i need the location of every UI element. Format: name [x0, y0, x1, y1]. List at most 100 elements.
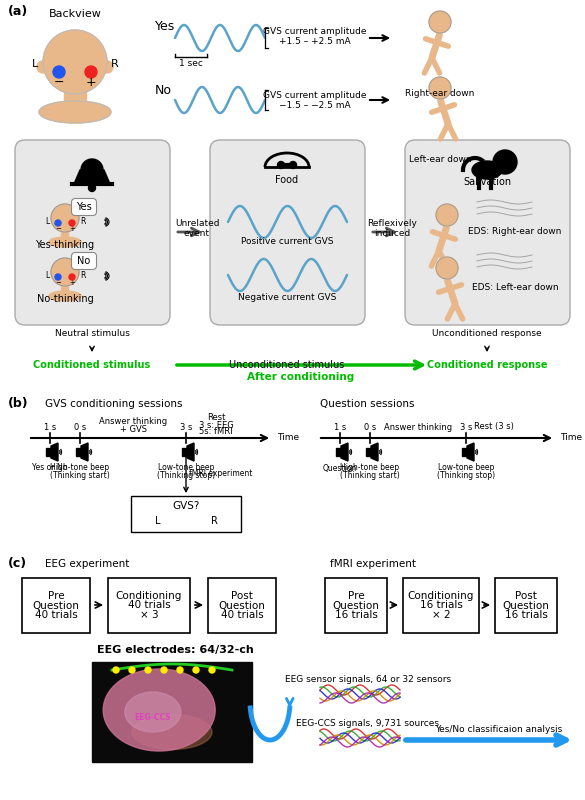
FancyBboxPatch shape	[71, 198, 97, 215]
Ellipse shape	[49, 237, 81, 247]
Text: 40 trials: 40 trials	[221, 610, 263, 620]
Text: Bell: Bell	[83, 174, 101, 184]
Text: Question: Question	[219, 601, 266, 610]
Text: Pre: Pre	[48, 591, 64, 601]
Text: Rest: Rest	[207, 414, 225, 422]
Circle shape	[429, 77, 451, 99]
Text: Yes/No classificaion analysis: Yes/No classificaion analysis	[435, 726, 563, 734]
Text: induced: induced	[374, 230, 410, 238]
Text: −: −	[54, 75, 64, 89]
Text: No: No	[155, 83, 172, 97]
Text: 40 trials: 40 trials	[128, 601, 170, 610]
Polygon shape	[341, 443, 348, 461]
Text: Question: Question	[332, 601, 380, 610]
Polygon shape	[187, 443, 194, 461]
Circle shape	[161, 667, 167, 673]
Text: +1.5 – +2.5 mA: +1.5 – +2.5 mA	[279, 38, 351, 46]
Text: 16 trials: 16 trials	[419, 601, 462, 610]
Text: Answer thinking: Answer thinking	[384, 422, 452, 431]
Text: Post: Post	[231, 591, 253, 601]
FancyBboxPatch shape	[15, 140, 170, 325]
Ellipse shape	[49, 291, 81, 301]
Circle shape	[43, 30, 107, 94]
Circle shape	[85, 66, 97, 78]
Text: Unrelated: Unrelated	[175, 219, 219, 229]
Ellipse shape	[103, 669, 215, 751]
Text: EEG sensor signals, 64 or 32 sensors: EEG sensor signals, 64 or 32 sensors	[285, 675, 451, 685]
Text: 3 s: 3 s	[460, 422, 472, 431]
Text: R: R	[211, 516, 218, 526]
Text: Unconditioned stimulus: Unconditioned stimulus	[229, 360, 345, 370]
Text: × 2: × 2	[432, 610, 450, 620]
Text: 16 trials: 16 trials	[335, 610, 377, 620]
Text: High-tone beep: High-tone beep	[50, 463, 109, 473]
Text: Post: Post	[515, 591, 537, 601]
Text: Conditioning: Conditioning	[116, 591, 182, 601]
Text: GVS?: GVS?	[173, 501, 199, 511]
Text: Conditioned stimulus: Conditioned stimulus	[33, 360, 150, 370]
Bar	[325, 578, 387, 633]
Text: +: +	[69, 280, 75, 286]
Ellipse shape	[125, 692, 181, 732]
Text: Question sessions: Question sessions	[320, 399, 415, 409]
Bar	[208, 578, 276, 633]
Text: 1 s: 1 s	[334, 422, 346, 431]
Text: EDS: Right-ear down: EDS: Right-ear down	[469, 227, 562, 237]
Text: L: L	[45, 218, 49, 226]
Text: Yes-thinking: Yes-thinking	[36, 240, 95, 250]
Circle shape	[37, 61, 49, 73]
Bar	[131, 496, 241, 532]
Bar	[182, 448, 187, 456]
Circle shape	[113, 667, 119, 673]
Text: High-tone beep: High-tone beep	[340, 463, 400, 473]
FancyBboxPatch shape	[405, 140, 570, 325]
Text: 16 trials: 16 trials	[504, 610, 548, 620]
Bar	[366, 448, 371, 456]
Text: −: −	[55, 226, 61, 232]
Polygon shape	[467, 443, 474, 461]
Text: Question: Question	[33, 601, 80, 610]
Text: 0 s: 0 s	[364, 422, 376, 431]
Bar	[76, 448, 81, 456]
Text: GVS current amplitude: GVS current amplitude	[263, 27, 367, 37]
Ellipse shape	[472, 161, 502, 179]
Text: Question: Question	[323, 463, 357, 473]
Text: +: +	[85, 75, 97, 89]
Polygon shape	[495, 154, 503, 170]
Text: Left-ear down: Left-ear down	[409, 155, 472, 165]
Circle shape	[436, 204, 458, 226]
Text: Positive current GVS: Positive current GVS	[241, 238, 333, 246]
Text: Question: Question	[503, 601, 549, 610]
Circle shape	[53, 66, 65, 78]
Bar	[108, 578, 190, 633]
Text: R: R	[111, 59, 119, 69]
Text: Time: Time	[560, 434, 582, 442]
Text: GVS conditioning sessions: GVS conditioning sessions	[45, 399, 183, 409]
Polygon shape	[74, 170, 110, 184]
Circle shape	[436, 257, 458, 279]
Text: Time: Time	[277, 434, 299, 442]
Circle shape	[493, 150, 517, 174]
Text: R: R	[80, 271, 85, 281]
Circle shape	[209, 667, 215, 673]
Text: × 3: × 3	[140, 610, 159, 620]
Text: fMRI experiment: fMRI experiment	[190, 469, 253, 478]
Text: 0 s: 0 s	[74, 422, 86, 431]
Bar	[22, 578, 90, 633]
Text: Food: Food	[276, 175, 298, 185]
Circle shape	[101, 61, 113, 73]
Text: (b): (b)	[8, 398, 29, 410]
FancyBboxPatch shape	[210, 140, 365, 325]
Text: Rest (3 s): Rest (3 s)	[474, 422, 514, 431]
Circle shape	[129, 667, 135, 673]
Ellipse shape	[39, 101, 111, 123]
Text: Neutral stimulus: Neutral stimulus	[54, 329, 129, 338]
Text: fMRI experiment: fMRI experiment	[330, 559, 416, 569]
Polygon shape	[371, 443, 378, 461]
Text: +: +	[69, 226, 75, 232]
Ellipse shape	[132, 714, 212, 750]
Text: Negative current GVS: Negative current GVS	[238, 294, 336, 302]
Text: EEG-CCS: EEG-CCS	[135, 713, 171, 722]
Text: Backview: Backview	[49, 9, 101, 19]
Circle shape	[193, 667, 199, 673]
